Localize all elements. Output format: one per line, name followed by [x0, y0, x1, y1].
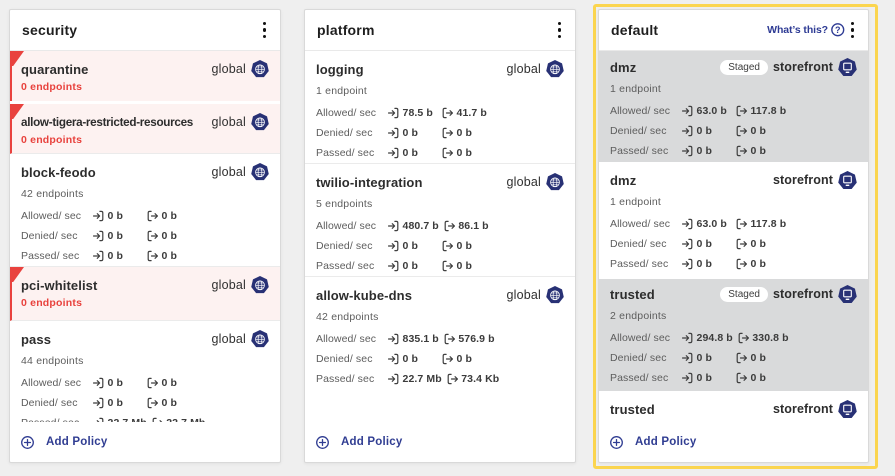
svg-text:?: ?: [835, 25, 840, 35]
